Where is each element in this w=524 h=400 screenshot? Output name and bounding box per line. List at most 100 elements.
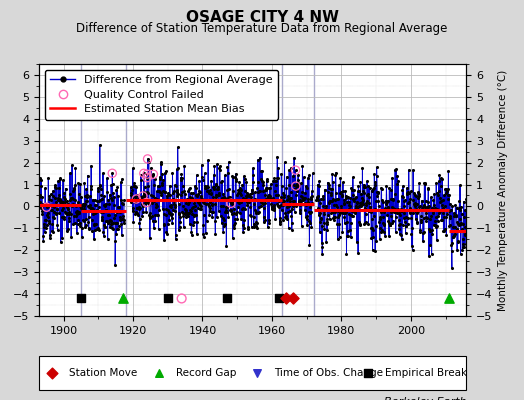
- Point: [221, 195, 230, 201]
- Point: [281, 213, 290, 220]
- Point: [399, 194, 408, 200]
- Point: [401, 207, 409, 213]
- Point: [190, 212, 199, 218]
- Point: [116, 197, 125, 203]
- Point: [341, 220, 349, 226]
- Point: [185, 221, 194, 228]
- Point: [418, 198, 427, 205]
- Point: [160, 211, 169, 218]
- Point: [152, 204, 160, 210]
- Point: [330, 216, 338, 223]
- Point: [441, 186, 450, 192]
- Point: [252, 223, 260, 230]
- Point: [421, 181, 430, 188]
- Point: [380, 208, 388, 215]
- Point: [448, 203, 456, 209]
- Point: [336, 175, 345, 181]
- Point: [157, 191, 166, 198]
- Point: [203, 188, 211, 194]
- Point: [384, 205, 392, 212]
- Point: [194, 191, 202, 198]
- Point: [132, 196, 140, 202]
- Point: [136, 194, 145, 200]
- Point: [100, 202, 108, 208]
- Point: [73, 199, 82, 206]
- Point: [85, 204, 94, 210]
- Point: [247, 213, 255, 219]
- Point: [149, 171, 158, 178]
- Point: [223, 164, 232, 170]
- Point: [174, 211, 183, 217]
- Point: [228, 201, 236, 208]
- Point: [143, 174, 151, 181]
- Point: [266, 194, 274, 201]
- Point: [340, 200, 348, 206]
- Point: [81, 201, 90, 207]
- Point: [457, 221, 465, 227]
- Point: [81, 224, 89, 230]
- Point: [233, 209, 241, 215]
- Point: [197, 193, 205, 200]
- Point: [365, 200, 373, 207]
- Point: [253, 185, 261, 192]
- Point: [91, 210, 100, 216]
- Point: [164, 189, 172, 196]
- Point: [39, 220, 48, 227]
- Point: [155, 188, 163, 194]
- Point: [289, 198, 298, 204]
- Point: [261, 196, 270, 202]
- Point: [291, 186, 299, 192]
- Point: [201, 170, 209, 176]
- Point: [290, 198, 299, 204]
- Point: [113, 220, 121, 226]
- Point: [445, 295, 453, 302]
- Point: [355, 219, 364, 225]
- Point: [372, 238, 380, 244]
- Point: [302, 213, 311, 219]
- Point: [450, 210, 458, 216]
- Point: [301, 199, 310, 206]
- Point: [281, 210, 289, 216]
- Point: [253, 370, 261, 376]
- Point: [190, 200, 199, 206]
- Point: [351, 195, 359, 201]
- Point: [383, 198, 391, 205]
- Point: [233, 192, 241, 198]
- Point: [345, 202, 353, 208]
- Point: [458, 236, 467, 242]
- Point: [324, 198, 333, 205]
- Point: [353, 205, 361, 211]
- Point: [104, 212, 112, 218]
- Point: [99, 209, 107, 215]
- Point: [303, 198, 312, 205]
- Point: [435, 172, 444, 178]
- Point: [382, 200, 390, 207]
- Point: [292, 202, 300, 209]
- Point: [75, 203, 84, 209]
- Point: [55, 210, 63, 216]
- Point: [94, 227, 103, 234]
- Point: [285, 202, 293, 209]
- Point: [451, 202, 460, 208]
- Point: [162, 228, 170, 235]
- Point: [178, 189, 186, 196]
- Point: [265, 216, 273, 223]
- Point: [108, 197, 116, 203]
- Point: [318, 250, 326, 257]
- Point: [114, 225, 122, 232]
- Point: [449, 234, 457, 240]
- Point: [279, 190, 287, 196]
- Point: [90, 236, 98, 242]
- Point: [187, 208, 195, 214]
- Point: [415, 180, 423, 186]
- Point: [363, 198, 371, 204]
- Point: [157, 159, 166, 165]
- Point: [83, 194, 91, 200]
- Point: [305, 204, 314, 210]
- Point: [405, 190, 413, 196]
- Point: [291, 167, 300, 173]
- Point: [331, 172, 340, 178]
- Point: [462, 228, 470, 234]
- Point: [238, 204, 247, 211]
- Point: [193, 231, 201, 238]
